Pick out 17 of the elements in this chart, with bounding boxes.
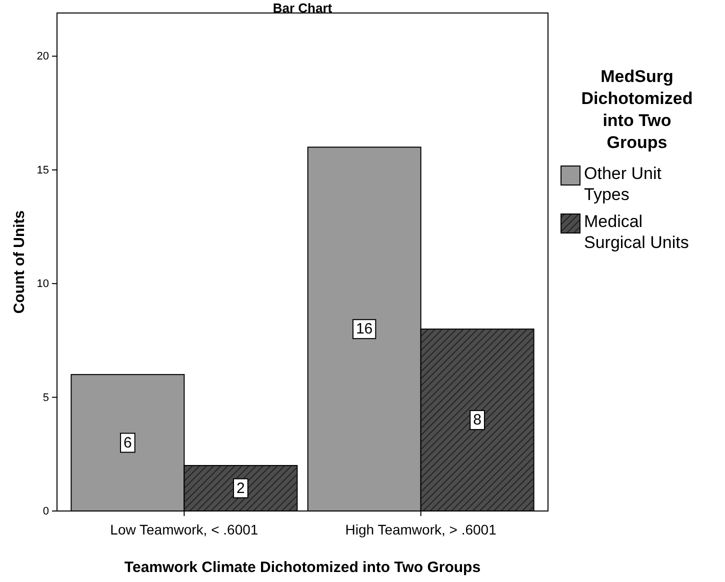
y-axis-title: Count of Units: [11, 210, 28, 314]
legend-label: Other Unit Types: [584, 164, 662, 204]
legend-label: Medical Surgical Units: [584, 212, 689, 252]
data-label: 8: [473, 412, 482, 429]
data-label: 6: [124, 434, 132, 452]
chart-title: Bar Chart: [272, 0, 333, 16]
y-tick-label: 5: [42, 392, 49, 404]
y-tick-label: 0: [42, 506, 49, 518]
x-axis-title: Teamwork Climate Dichotomized into Two Groups: [124, 559, 481, 576]
y-tick-label: 10: [36, 278, 49, 290]
y-tick-label: 20: [36, 50, 49, 63]
y-tick-label: 15: [36, 164, 49, 176]
legend-title: MedSurg Dichotomized into Two Groups: [581, 67, 693, 152]
data-label: 2: [236, 480, 245, 497]
x-tick-label: Low Teamwork, < .6001: [110, 521, 258, 538]
x-tick-label: High Teamwork, > .6001: [345, 521, 497, 538]
data-label: 16: [356, 320, 373, 338]
